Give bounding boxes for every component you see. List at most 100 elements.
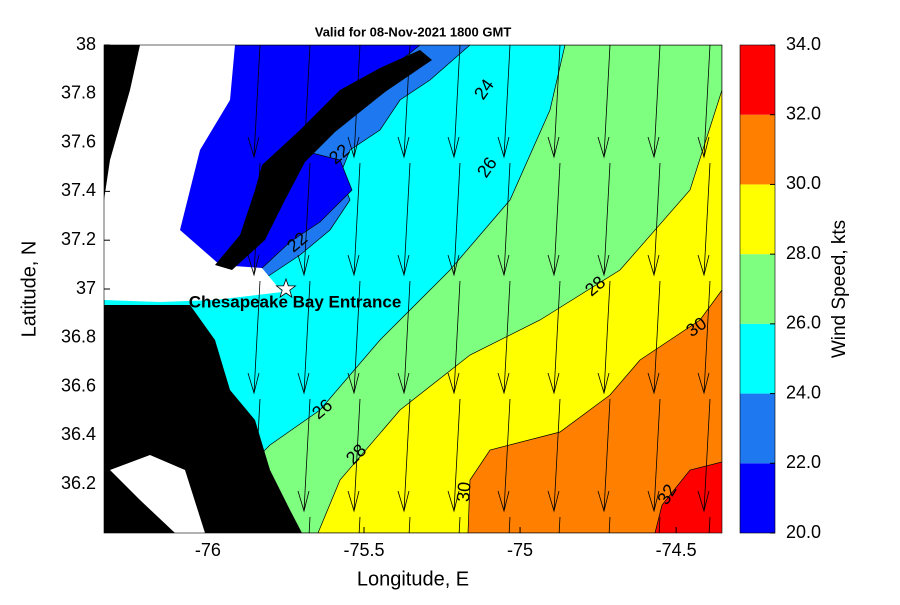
wind-arrow: [453, 45, 461, 158]
wind-arrow: [403, 162, 411, 276]
bay: [110, 455, 205, 533]
wind-arrow-head: [447, 136, 460, 159]
colorbar-band: [740, 254, 775, 324]
wind-arrow: [603, 280, 611, 394]
wind-arrow-head: [597, 372, 610, 395]
wind-arrow-head: [697, 254, 710, 277]
wind-arrow-head: [647, 372, 660, 395]
wind-arrow-head: [597, 490, 610, 513]
colorbar-label: Wind Speed, kts: [829, 220, 850, 358]
wind-arrow: [553, 162, 561, 276]
colorbar-band: [740, 114, 775, 185]
colorbar-tick-label: 20.0: [786, 522, 821, 542]
chart-title: Valid for 08-Nov-2021 1800 GMT: [315, 24, 512, 39]
wind-arrow-head: [547, 136, 560, 159]
wind-arrow-head: [547, 372, 560, 395]
wind-arrow-head: [247, 490, 260, 513]
wind-arrow: [653, 398, 661, 512]
colorbar-tick-label: 32.0: [786, 103, 821, 123]
wind-arrow-head: [597, 254, 610, 277]
wind-arrow: [253, 45, 261, 158]
colorbar-band: [740, 184, 775, 255]
wind-arrow-head: [547, 490, 560, 513]
wind-arrow-head: [347, 136, 360, 159]
wind-arrow-head: [297, 254, 310, 277]
wind-arrow-head: [697, 490, 710, 513]
wind-arrow-head: [397, 136, 410, 159]
wind-arrow: [503, 162, 511, 276]
wind-arrow: [703, 398, 711, 512]
y-tick-label: 36.4: [61, 424, 96, 444]
y-axis-label: Latitude, N: [18, 241, 40, 338]
colorbar-tick-label: 22.0: [786, 452, 821, 472]
colorbar-tick-label: 30.0: [786, 173, 821, 193]
x-axis-label: Longitude, E: [357, 568, 469, 590]
wind-arrow: [553, 398, 561, 512]
colorbar-tick-label: 28.0: [786, 243, 821, 263]
wind-arrow-head: [347, 254, 360, 277]
wind-arrow-head: [397, 372, 410, 395]
x-tick-label: -74.5: [656, 540, 697, 560]
wind-arrow: [303, 280, 311, 394]
wind-arrow: [603, 45, 611, 158]
land: [104, 45, 140, 200]
wind-arrow-head: [447, 372, 460, 395]
wind-arrow-head: [647, 136, 660, 159]
y-tick-label: 36.2: [61, 473, 96, 493]
wind-arrow-head: [497, 372, 510, 395]
x-tick-label: -76: [195, 540, 221, 560]
y-tick-label: 37.8: [61, 83, 96, 103]
wind-arrow: [353, 162, 361, 276]
wind-arrow: [403, 398, 411, 512]
wind-arrow: [503, 398, 511, 512]
wind-arrow: [403, 45, 411, 158]
wind-arrow: [703, 280, 711, 394]
wind-arrow-head: [447, 254, 460, 277]
wind-arrow: [353, 280, 361, 394]
wind-arrow: [253, 398, 261, 512]
wind-arrow: [653, 45, 661, 158]
colorbar-band: [740, 463, 775, 533]
wind-arrow: [553, 45, 561, 158]
colorbar-frame: [739, 44, 776, 534]
colorbar-tick-label: 26.0: [786, 313, 821, 333]
bay: [104, 45, 282, 302]
wind-arrow-head: [297, 372, 310, 395]
wind-arrow: [553, 280, 561, 394]
wind-arrow: [453, 398, 461, 512]
wind-arrow: [353, 398, 361, 512]
wind-arrow: [453, 162, 461, 276]
wind-arrow-head: [347, 490, 360, 513]
wind-arrow-head: [447, 490, 460, 513]
y-tick-label: 36.6: [61, 375, 96, 395]
wind-arrow: [403, 280, 411, 394]
y-tick-label: 37.2: [61, 229, 96, 249]
wind-arrow-head: [247, 254, 260, 277]
wind-arrow-head: [497, 254, 510, 277]
station-label: Chesapeake Bay Entrance: [189, 292, 402, 311]
x-tick-label: -75: [507, 540, 533, 560]
y-tick-label: 36.8: [61, 327, 96, 347]
contour-label: 30: [453, 481, 475, 503]
wind-arrow: [653, 162, 661, 276]
wind-arrow-head: [247, 372, 260, 395]
y-tick-label: 37.6: [61, 131, 96, 151]
wind-arrow-head: [497, 490, 510, 513]
wind-arrow: [603, 162, 611, 276]
wind-arrow-head: [647, 490, 660, 513]
wind-vectors: [247, 45, 711, 533]
colorbar-band: [740, 393, 775, 464]
wind-arrow-head: [597, 136, 610, 159]
wind-arrow-head: [397, 254, 410, 277]
wind-arrow: [703, 45, 711, 158]
wind-arrow: [303, 45, 311, 158]
wind-arrow-head: [547, 254, 560, 277]
wind-arrow-head: [497, 136, 510, 159]
colorbar-tick-label: 24.0: [786, 382, 821, 402]
wind-arrow: [453, 280, 461, 394]
wind-arrow-head: [347, 372, 360, 395]
wind-arrow: [253, 280, 261, 394]
y-tick-label: 37.4: [61, 180, 96, 200]
station-marker: [275, 277, 297, 299]
